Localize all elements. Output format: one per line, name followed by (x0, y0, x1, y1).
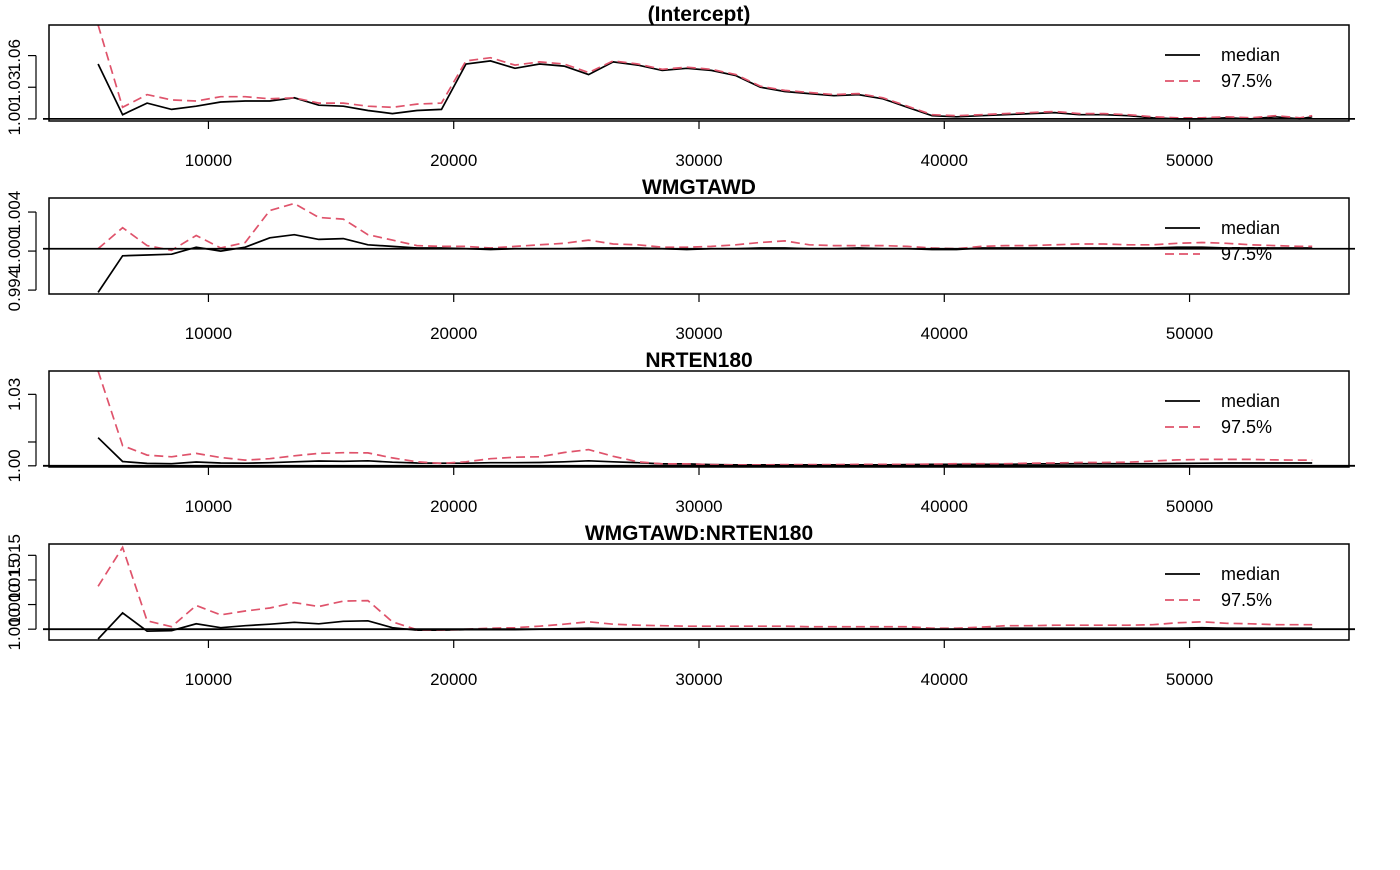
x-tick-label: 30000 (675, 670, 722, 689)
legend-label: median (1221, 564, 1280, 584)
y-tick-label: 0.994 (5, 269, 24, 312)
y-tick-label: 1.000 (5, 583, 24, 626)
legend-label: median (1221, 45, 1280, 65)
series-line-median (97, 233, 1313, 293)
chart-panel-4: WMGTAWD:NRTEN180 10000 20000 30000 40000 5000… (5, 522, 1355, 689)
x-tick-label: 20000 (430, 670, 477, 689)
legend: median 97.5% (1165, 564, 1280, 610)
x-tick-label: 30000 (675, 324, 722, 343)
panel-title: WMGTAWD (642, 176, 756, 199)
x-tick-label: 20000 (430, 151, 477, 170)
x-tick-label: 50000 (1166, 324, 1213, 343)
y-tick-label: 1.03 (5, 378, 24, 411)
x-tick-label: 20000 (430, 324, 477, 343)
plot-frame (48, 370, 1350, 468)
x-tick-label: 30000 (675, 497, 722, 516)
legend-label: 97.5% (1221, 71, 1272, 91)
x-tick-label: 40000 (921, 670, 968, 689)
x-tick-label: 10000 (185, 324, 232, 343)
x-tick-label: 30000 (675, 151, 722, 170)
legend-label: median (1221, 391, 1280, 411)
plot-frame (48, 543, 1350, 641)
y-tick-label: 1.000 (5, 608, 24, 651)
y-tick-label: 1.06 (5, 39, 24, 72)
legend-label: 97.5% (1221, 590, 1272, 610)
series-line-median (97, 437, 1313, 466)
series-line-97-5 (97, 371, 1313, 466)
x-tick-label: 10000 (185, 151, 232, 170)
plot-frame (48, 24, 1350, 122)
legend-label: median (1221, 218, 1280, 238)
panel-title: WMGTAWD:NRTEN180 (585, 522, 813, 545)
panel-title: NRTEN180 (645, 349, 752, 372)
panel-title: (Intercept) (648, 3, 751, 26)
x-tick-label: 40000 (921, 497, 968, 516)
y-tick-label: 1.00 (5, 102, 24, 135)
series-line-97-5 (97, 202, 1313, 252)
y-tick-label: 1.000 (5, 230, 24, 273)
y-tick-label: 1.03 (5, 71, 24, 104)
x-tick-label: 10000 (185, 670, 232, 689)
x-tick-label: 40000 (921, 324, 968, 343)
legend-label: 97.5% (1221, 417, 1272, 437)
x-tick-label: 50000 (1166, 151, 1213, 170)
chart-panel-1: (Intercept) 10000 20000 30000 40000 50000 1.00… (5, 3, 1355, 170)
legend: median 97.5% (1165, 391, 1280, 437)
legend: median 97.5% (1165, 218, 1280, 264)
y-tick-label: 1.00 (5, 449, 24, 482)
legend: median 97.5% (1165, 45, 1280, 91)
x-tick-label: 50000 (1166, 670, 1213, 689)
series-line-97-5 (97, 545, 1313, 631)
plot-frame (48, 197, 1350, 295)
x-tick-label: 10000 (185, 497, 232, 516)
series-line-97-5 (97, 25, 1313, 119)
y-tick-label: 1.004 (5, 191, 24, 234)
y-tick-label: 1.015 (5, 559, 24, 602)
chart-panel-3: NRTEN180 10000 20000 30000 40000 50000 1.00 1.0… (5, 349, 1355, 516)
x-tick-label: 40000 (921, 151, 968, 170)
legend-label: 97.5% (1221, 244, 1272, 264)
x-tick-label: 50000 (1166, 497, 1213, 516)
y-tick-label: 1.015 (5, 534, 24, 577)
x-tick-label: 20000 (430, 497, 477, 516)
